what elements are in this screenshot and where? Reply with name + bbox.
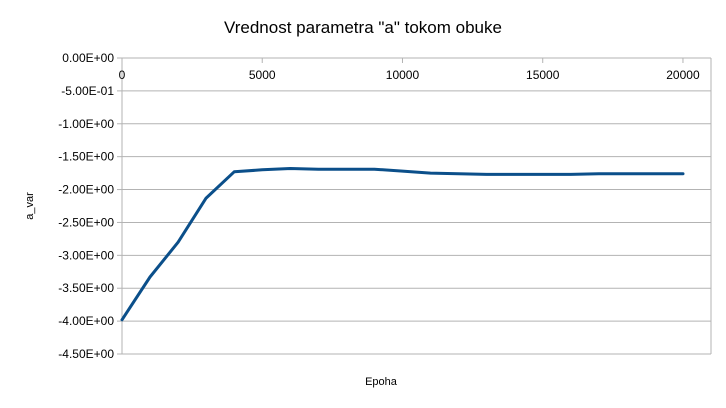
y-tick-label: -3.50E+00	[58, 281, 114, 295]
y-tick-label: -2.00E+00	[58, 183, 114, 197]
y-tick-label: -4.00E+00	[58, 314, 114, 328]
y-tick-label: -3.00E+00	[58, 248, 114, 262]
axes	[117, 57, 712, 355]
y-axis-label: a_var	[24, 192, 36, 220]
chart-title: Vrednost parametra "a" tokom obuke	[224, 18, 502, 37]
x-tick-labels: 0 5000 10000 15000 20000	[119, 68, 700, 82]
x-axis-label: Epoha	[365, 376, 398, 388]
x-tick-label: 20000	[666, 68, 700, 82]
y-tick-label: -2.50E+00	[58, 215, 114, 229]
x-tick-label: 10000	[386, 68, 420, 82]
x-tick-label: 5000	[249, 68, 276, 82]
x-tick-label: 0	[119, 68, 126, 82]
y-tick-label: -1.00E+00	[58, 117, 114, 131]
y-tick-label: -4.50E+00	[58, 347, 114, 361]
y-tick-labels: 0.00E+00 -5.00E-01 -1.00E+00 -1.50E+00 -2.00…	[58, 51, 114, 361]
x-tick-label: 15000	[526, 68, 560, 82]
gridlines	[122, 57, 711, 355]
y-tick-label: 0.00E+00	[62, 51, 114, 65]
y-tick-label: -1.50E+00	[58, 150, 114, 164]
y-tick-label: -5.00E-01	[61, 84, 114, 98]
series-line	[120, 167, 685, 322]
series-layer	[120, 167, 685, 322]
